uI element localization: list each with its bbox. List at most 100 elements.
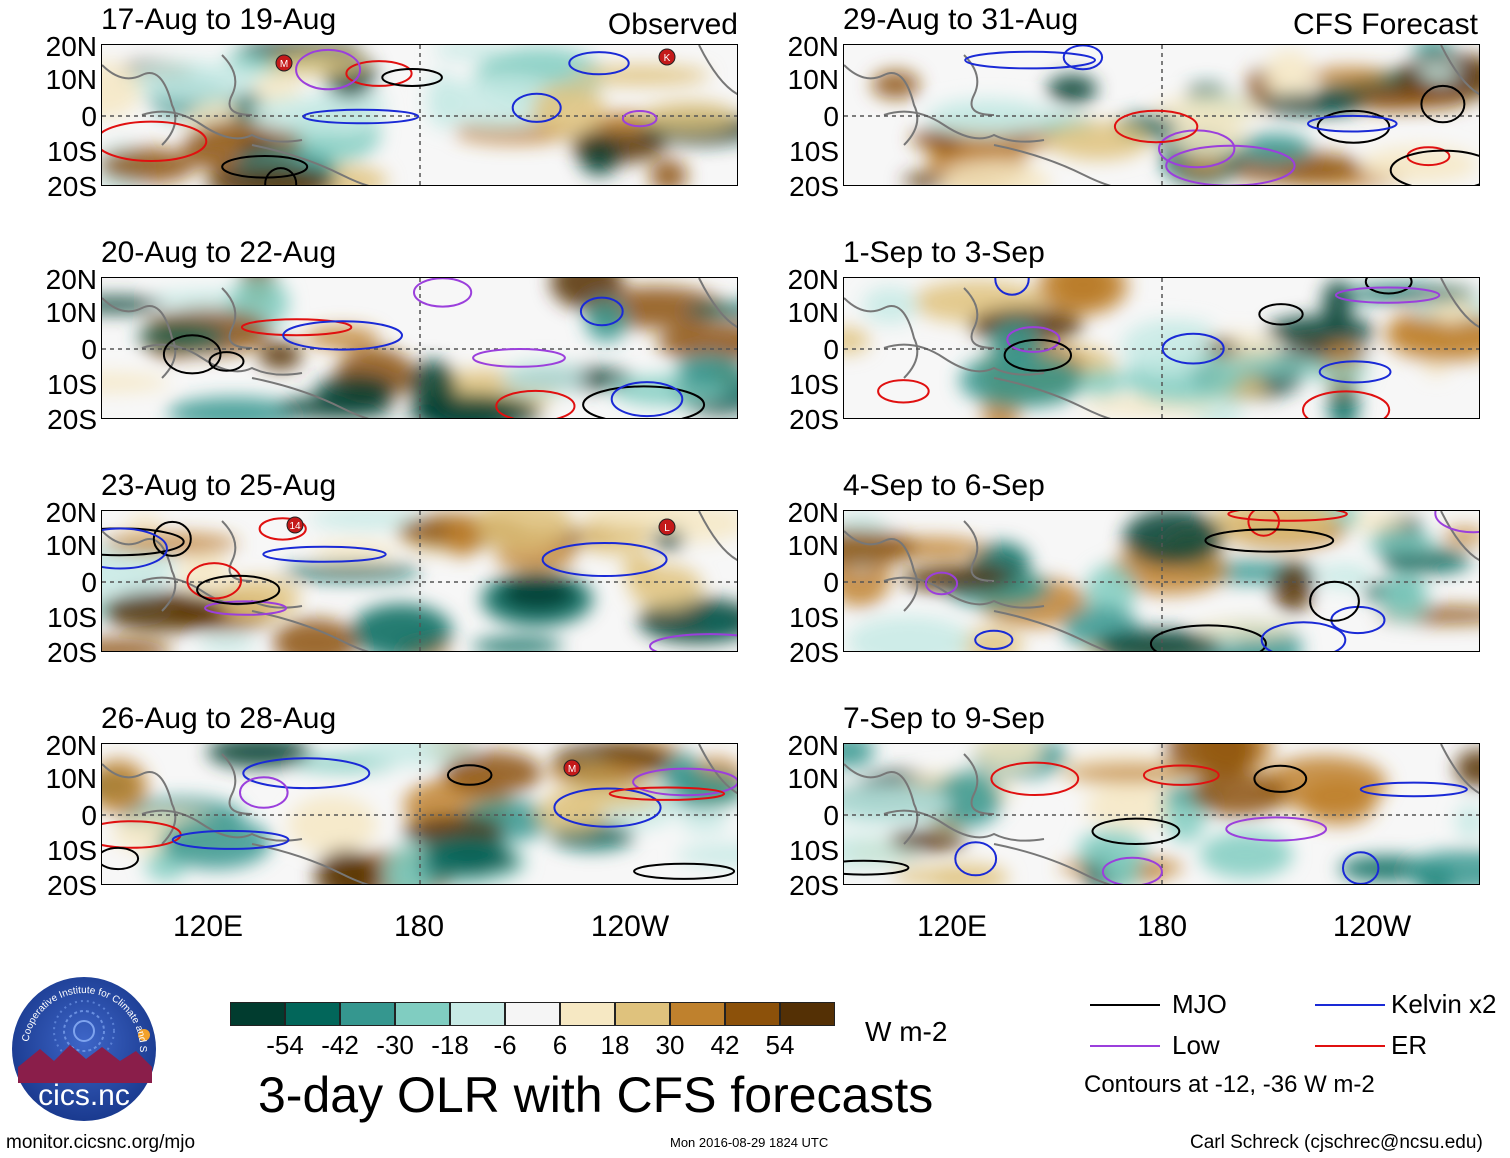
land-outline [883, 809, 1045, 842]
olr-blob [1264, 50, 1315, 103]
land-outline [102, 530, 177, 612]
olr-blob [500, 575, 576, 611]
colorbar-label-4: -6 [493, 1030, 517, 1060]
contour [568, 51, 630, 76]
contour [495, 389, 576, 418]
land-outline [963, 520, 995, 582]
olr-blob [925, 98, 1051, 138]
colorbar-swatch-4 [450, 1002, 505, 1026]
lat-label-3-1: 10N [45, 763, 97, 794]
olr-blob [1317, 563, 1373, 590]
colorbar-label-9: 54 [765, 1030, 795, 1060]
olr-blob [258, 341, 303, 370]
contour [258, 517, 307, 541]
contour [186, 562, 242, 600]
lat-label-4-2: 0 [823, 101, 839, 132]
lat-label-1-0: 20N [45, 264, 97, 295]
olr-blob [1390, 316, 1479, 347]
olr-blob [278, 395, 395, 418]
olr-blob [1261, 755, 1388, 812]
lon-label-120w-right: 120W [1332, 910, 1412, 943]
contour [1003, 338, 1073, 372]
olr-blob [585, 298, 628, 343]
footer-author: Carl Schreck (cjschrec@ncsu.edu) [1190, 1132, 1483, 1153]
legend-label-er: ER [1391, 1030, 1428, 1060]
olr-blob [1154, 96, 1263, 123]
land-outline [1440, 511, 1479, 561]
observed-label: Observed [607, 8, 738, 41]
land-outline [221, 753, 253, 815]
storm-marker [275, 54, 293, 72]
olr-blob [102, 533, 239, 554]
lat-label-6-1: 10N [787, 530, 839, 561]
land-outline [221, 287, 253, 349]
storm-label: M [280, 59, 288, 70]
contour [1204, 528, 1335, 553]
olr-blob [1047, 74, 1098, 104]
olr-blob [1272, 562, 1314, 613]
colorbar-swatch-1 [285, 1002, 340, 1026]
contour [204, 600, 288, 616]
storm-label: L [664, 523, 670, 534]
contour [633, 862, 736, 880]
cics-logo: Cooperative Institute for Climate and Sa… [7, 967, 158, 1123]
storm-marker [563, 759, 581, 777]
contour [264, 167, 298, 185]
contour [196, 574, 281, 605]
colorbar-label-5: 6 [552, 1030, 568, 1060]
lat-label-5-3: 10S [789, 369, 839, 400]
olr-blob [657, 322, 737, 362]
land-outline [844, 64, 919, 146]
legend-line-kelvin-x2 [1315, 1004, 1385, 1006]
lat-label-5-2: 0 [823, 334, 839, 365]
olr-blob [1084, 787, 1178, 829]
panel-title-2: 23-Aug to 25-Aug [101, 469, 337, 502]
lat-label-7-1: 10N [787, 763, 839, 794]
land-outline [141, 809, 303, 842]
contour [102, 846, 140, 871]
olr-blob [844, 529, 919, 567]
olr-blob [1455, 749, 1479, 788]
lon-label-180-left: 180 [393, 910, 445, 943]
land-outline [102, 297, 177, 379]
olr-blob [676, 354, 737, 388]
olr-map-panel-2: 14 L [101, 510, 738, 652]
contour [1161, 332, 1225, 365]
olr-blob [628, 564, 703, 609]
lat-label-7-4: 20S [789, 870, 839, 901]
lat-label-0-1: 10N [45, 64, 97, 95]
lat-label-5-0: 20N [787, 264, 839, 295]
land-outline [698, 744, 737, 794]
storm-marker [658, 518, 676, 536]
olr-map-panel-5 [843, 277, 1480, 419]
lat-label-2-4: 20S [47, 637, 97, 668]
olr-blob [1259, 92, 1362, 116]
land-outline [993, 377, 1112, 418]
contour [632, 767, 737, 797]
contour [1420, 84, 1466, 124]
contour [579, 296, 624, 327]
land-outline [963, 54, 995, 116]
lat-label-0-2: 0 [81, 101, 97, 132]
olr-blob [1366, 530, 1435, 555]
legend-label-mjo: MJO [1172, 989, 1227, 1019]
lon-label-180-right: 180 [1136, 910, 1188, 943]
lat-label-2-3: 10S [47, 602, 97, 633]
olr-blob [1454, 803, 1479, 840]
contour [302, 108, 420, 125]
panel-title-5: 1-Sep to 3-Sep [843, 236, 1045, 269]
lat-label-2-2: 0 [81, 567, 97, 598]
lat-label-1-4: 20S [47, 404, 97, 435]
lat-label-6-2: 0 [823, 567, 839, 598]
contour [994, 278, 1030, 296]
legend-note: Contours at -12, -36 W m-2 [1084, 1071, 1375, 1098]
olr-blob [675, 843, 737, 867]
land-outline [221, 520, 253, 582]
contour [877, 379, 930, 404]
contour [553, 787, 662, 828]
contour [152, 520, 192, 557]
contour [621, 110, 658, 128]
land-outline [698, 278, 737, 328]
olr-blob [939, 161, 1051, 185]
olr-blob [205, 164, 336, 185]
